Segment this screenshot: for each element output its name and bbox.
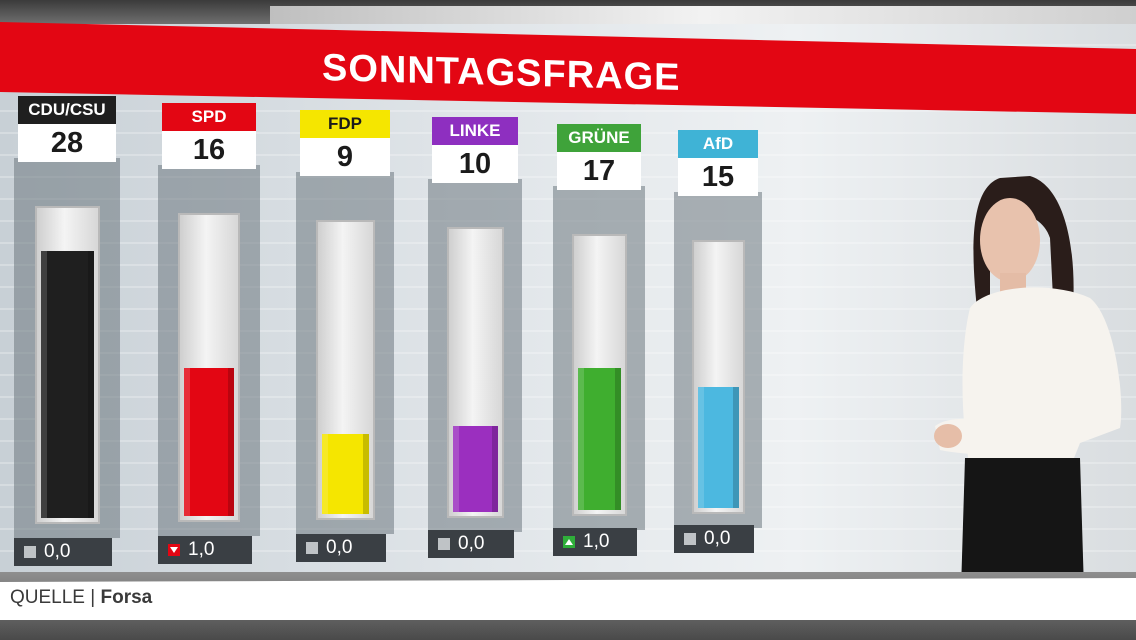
triangle-icon xyxy=(565,539,573,545)
change-indicator: 0,0 xyxy=(674,525,754,553)
party-label: LINKE xyxy=(432,117,518,145)
source-label: QUELLE xyxy=(10,587,85,608)
square-icon xyxy=(438,538,450,550)
source-bar xyxy=(0,578,1136,620)
bar-track xyxy=(572,234,627,516)
change-value: 1,0 xyxy=(188,539,215,560)
change-indicator: 0,0 xyxy=(428,530,514,558)
data-label: 16 xyxy=(162,131,256,169)
square-icon xyxy=(306,542,318,554)
bar xyxy=(453,426,498,512)
bar xyxy=(322,434,369,514)
party-label: CDU/CSU xyxy=(18,96,116,124)
data-label: 17 xyxy=(557,152,641,190)
data-label: 9 xyxy=(300,138,390,176)
bar xyxy=(578,368,621,510)
bar-track xyxy=(316,220,375,520)
change-value: 0,0 xyxy=(326,537,353,558)
arrow-down-icon xyxy=(168,544,180,556)
bar-track xyxy=(447,227,504,518)
bar xyxy=(698,387,739,508)
change-value: 0,0 xyxy=(458,533,485,554)
change-value: 1,0 xyxy=(583,531,610,552)
source-separator: | xyxy=(90,587,101,608)
source-credit: QUELLE | Forsa xyxy=(10,587,152,609)
square-icon xyxy=(24,546,36,558)
bar xyxy=(41,251,94,518)
change-indicator: 1,0 xyxy=(158,536,252,564)
change-value: 0,0 xyxy=(44,541,71,562)
change-indicator: 0,0 xyxy=(296,534,386,562)
data-label: 15 xyxy=(678,158,758,196)
bar-track xyxy=(178,213,240,522)
square-icon xyxy=(684,533,696,545)
data-label: 10 xyxy=(432,145,518,183)
bar xyxy=(184,368,234,516)
party-label: GRÜNE xyxy=(557,124,641,152)
bar-track xyxy=(692,240,745,514)
change-indicator: 0,0 xyxy=(14,538,112,566)
change-indicator: 1,0 xyxy=(553,528,637,556)
bar-track xyxy=(35,206,100,524)
studio-top-frame xyxy=(0,0,1136,24)
presenter-figure xyxy=(934,176,1122,623)
party-label: SPD xyxy=(162,103,256,131)
source-name: Forsa xyxy=(100,587,153,608)
arrow-up-icon xyxy=(563,536,575,548)
data-label: 28 xyxy=(18,124,116,162)
change-value: 0,0 xyxy=(704,528,731,549)
party-label: FDP xyxy=(300,110,390,138)
triangle-icon xyxy=(170,547,178,553)
party-label: AfD xyxy=(678,130,758,158)
